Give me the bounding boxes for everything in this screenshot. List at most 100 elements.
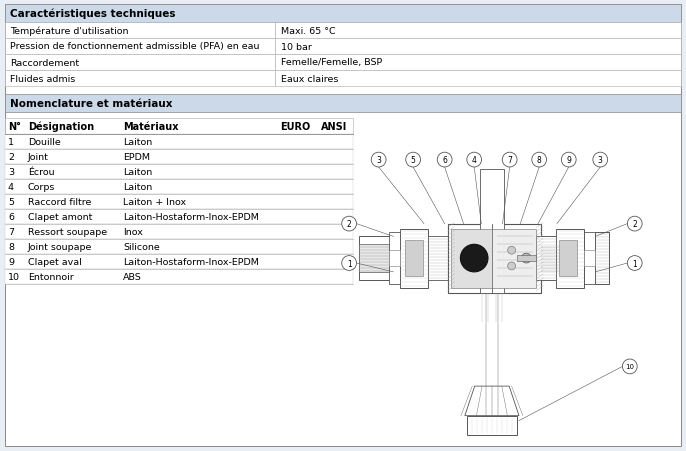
Text: Laiton-Hostaform-Inox-EPDM: Laiton-Hostaform-Inox-EPDM <box>123 258 259 267</box>
Bar <box>447 224 541 293</box>
Bar <box>5 95 681 113</box>
Bar <box>5 269 353 285</box>
Bar <box>401 229 428 288</box>
Text: Écrou: Écrou <box>28 168 55 177</box>
Circle shape <box>405 153 421 168</box>
Text: 2: 2 <box>8 152 14 161</box>
Bar <box>5 254 353 269</box>
Text: 4: 4 <box>8 183 14 192</box>
Bar <box>388 251 401 267</box>
Bar <box>388 233 401 284</box>
Text: 1: 1 <box>8 138 14 147</box>
Bar <box>5 179 353 194</box>
Text: Laiton: Laiton <box>123 183 152 192</box>
Text: Désignation: Désignation <box>28 121 94 132</box>
Text: ABS: ABS <box>123 272 142 281</box>
Text: 5: 5 <box>8 198 14 207</box>
Bar <box>595 233 609 284</box>
Bar <box>541 237 578 280</box>
Bar <box>275 39 681 55</box>
Text: 1: 1 <box>632 259 637 268</box>
Circle shape <box>342 217 357 231</box>
Text: 3: 3 <box>376 156 381 165</box>
Text: Douille: Douille <box>28 138 61 147</box>
Text: Température d'utilisation: Température d'utilisation <box>10 26 128 36</box>
Text: 8: 8 <box>537 156 541 165</box>
Text: 6: 6 <box>8 212 14 221</box>
Text: Nomenclature et matériaux: Nomenclature et matériaux <box>10 99 172 109</box>
Text: 3: 3 <box>8 168 14 177</box>
Text: Matériaux: Matériaux <box>123 122 178 132</box>
Text: Raccord filtre: Raccord filtre <box>28 198 91 207</box>
Circle shape <box>460 245 488 272</box>
Circle shape <box>371 153 386 168</box>
Text: Inox: Inox <box>123 227 143 236</box>
Text: Caractéristiques techniques: Caractéristiques techniques <box>10 9 176 19</box>
Text: Joint soupape: Joint soupape <box>28 243 93 252</box>
Bar <box>5 39 275 55</box>
Bar <box>405 241 423 276</box>
Circle shape <box>508 247 516 254</box>
Bar <box>5 150 353 165</box>
Bar <box>5 210 353 225</box>
Text: 9: 9 <box>8 258 14 267</box>
Bar <box>5 225 353 239</box>
Bar <box>428 237 447 280</box>
Text: Ressort soupape: Ressort soupape <box>28 227 107 236</box>
Text: 8: 8 <box>8 243 14 252</box>
Bar <box>5 194 353 210</box>
Bar <box>275 71 681 87</box>
Text: 10: 10 <box>8 272 20 281</box>
Text: Laiton-Hostaform-Inox-EPDM: Laiton-Hostaform-Inox-EPDM <box>123 212 259 221</box>
Text: 4: 4 <box>472 156 477 165</box>
Text: Clapet amont: Clapet amont <box>28 212 93 221</box>
Bar <box>559 241 577 276</box>
Circle shape <box>561 153 576 168</box>
Bar <box>359 245 388 272</box>
Text: 7: 7 <box>507 156 512 165</box>
Circle shape <box>627 217 642 231</box>
Text: Laiton + Inox: Laiton + Inox <box>123 198 186 207</box>
Text: 5: 5 <box>411 156 416 165</box>
Bar <box>5 55 275 71</box>
Bar <box>5 239 353 254</box>
Text: 6: 6 <box>442 156 447 165</box>
Bar <box>541 245 571 272</box>
Bar <box>275 23 681 39</box>
Circle shape <box>466 153 482 168</box>
Circle shape <box>437 153 452 168</box>
Text: Maxi. 65 °C: Maxi. 65 °C <box>281 27 335 36</box>
Text: Silicone: Silicone <box>123 243 160 252</box>
Bar <box>480 170 504 293</box>
Circle shape <box>508 262 516 270</box>
Bar <box>5 71 275 87</box>
Text: 3: 3 <box>598 156 603 165</box>
Text: 9: 9 <box>567 156 571 165</box>
Text: 10: 10 <box>626 364 635 370</box>
Text: Entonnoir: Entonnoir <box>28 272 74 281</box>
Text: Laiton: Laiton <box>123 168 152 177</box>
Bar <box>556 229 584 288</box>
Bar <box>584 251 595 267</box>
Bar <box>451 229 492 288</box>
Text: N°: N° <box>8 122 21 132</box>
Text: Clapet aval: Clapet aval <box>28 258 82 267</box>
Circle shape <box>622 359 637 374</box>
Text: Pression de fonctionnement admissible (PFA) en eau: Pression de fonctionnement admissible (P… <box>10 42 259 51</box>
Bar <box>5 135 353 150</box>
Circle shape <box>532 153 547 168</box>
Text: 7: 7 <box>8 227 14 236</box>
Circle shape <box>502 153 517 168</box>
Polygon shape <box>465 386 519 416</box>
Text: ANSI: ANSI <box>321 122 347 132</box>
Circle shape <box>593 153 608 168</box>
Bar <box>359 237 397 280</box>
Text: Fluides admis: Fluides admis <box>10 74 75 83</box>
Bar <box>5 23 275 39</box>
Text: Raccordement: Raccordement <box>10 58 79 67</box>
Bar <box>492 229 536 288</box>
Text: Eaux claires: Eaux claires <box>281 74 338 83</box>
Text: 1: 1 <box>346 259 351 268</box>
Text: 2: 2 <box>632 220 637 229</box>
Text: Corps: Corps <box>28 183 56 192</box>
